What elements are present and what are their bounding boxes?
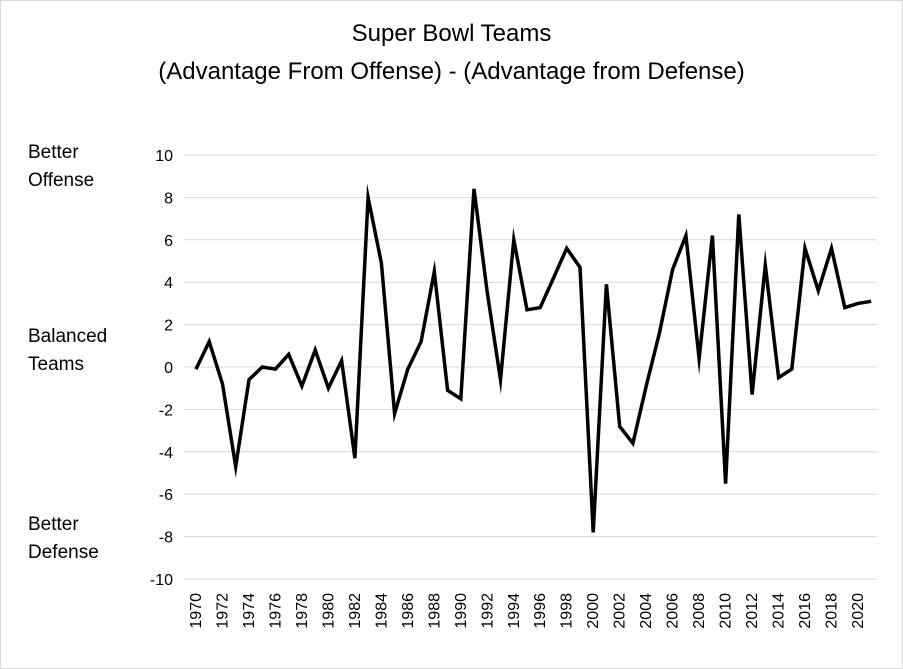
x-tick-label: 1986 bbox=[400, 593, 417, 629]
side-label-line: Defense bbox=[28, 542, 99, 563]
x-tick-label: 1978 bbox=[294, 593, 311, 629]
x-tick-label: 1992 bbox=[479, 593, 496, 629]
side-label-balanced-teams: Balanced Teams bbox=[28, 323, 107, 379]
side-label-better-offense: Better Offense bbox=[28, 139, 94, 195]
x-tick-label: 1996 bbox=[532, 593, 549, 629]
side-label-line: Balanced bbox=[28, 326, 108, 347]
y-tick-label: 8 bbox=[164, 190, 173, 207]
side-label-better-defense: Better Defense bbox=[28, 511, 99, 567]
y-tick-label: -10 bbox=[150, 572, 173, 589]
x-tick-label: 2008 bbox=[691, 593, 708, 629]
x-tick-label: 2000 bbox=[585, 593, 602, 629]
y-tick-label: 0 bbox=[164, 360, 173, 377]
series-line bbox=[194, 183, 872, 533]
x-tick-label: 2002 bbox=[612, 593, 629, 629]
x-tick-label: 1988 bbox=[426, 593, 443, 629]
y-tick-label: -8 bbox=[159, 530, 173, 547]
x-tick-label: 1972 bbox=[214, 593, 231, 629]
y-tick-label: 2 bbox=[164, 318, 173, 335]
chart-title: Super Bowl Teams bbox=[351, 20, 552, 47]
chart-subtitle: (Advantage From Offense) - (Advantage fr… bbox=[158, 58, 745, 85]
y-tick-label: 10 bbox=[155, 148, 173, 165]
x-tick-label: 1982 bbox=[347, 593, 364, 629]
x-tick-label: 1976 bbox=[267, 593, 284, 629]
x-tick-label: 2006 bbox=[665, 593, 682, 629]
x-tick-label: 2010 bbox=[718, 593, 735, 629]
y-tick-label: -6 bbox=[159, 487, 173, 504]
side-label-line: Better bbox=[28, 514, 79, 535]
x-tick-label: 1990 bbox=[453, 593, 470, 629]
x-tick-label: 1998 bbox=[559, 593, 576, 629]
x-tick-label: 1980 bbox=[320, 593, 337, 629]
x-tick-label: 2004 bbox=[638, 593, 655, 629]
x-tick-label: 1974 bbox=[241, 593, 258, 629]
x-tick-label: 2020 bbox=[850, 593, 867, 629]
y-tick-label: -4 bbox=[159, 445, 173, 462]
x-tick-label: 1970 bbox=[188, 593, 205, 629]
x-tick-label: 2016 bbox=[797, 593, 814, 629]
x-tick-label: 2018 bbox=[824, 593, 841, 629]
y-tick-label: -2 bbox=[159, 402, 173, 419]
y-tick-label: 6 bbox=[164, 233, 173, 250]
y-tick-label: 4 bbox=[164, 275, 173, 292]
side-label-line: Offense bbox=[28, 170, 95, 191]
side-label-line: Teams bbox=[28, 354, 84, 375]
x-tick-label: 2014 bbox=[771, 593, 788, 629]
side-label-line: Better bbox=[28, 142, 79, 163]
x-tick-label: 1984 bbox=[373, 593, 390, 629]
x-tick-label: 2012 bbox=[744, 593, 761, 629]
x-tick-label: 1994 bbox=[506, 593, 523, 629]
